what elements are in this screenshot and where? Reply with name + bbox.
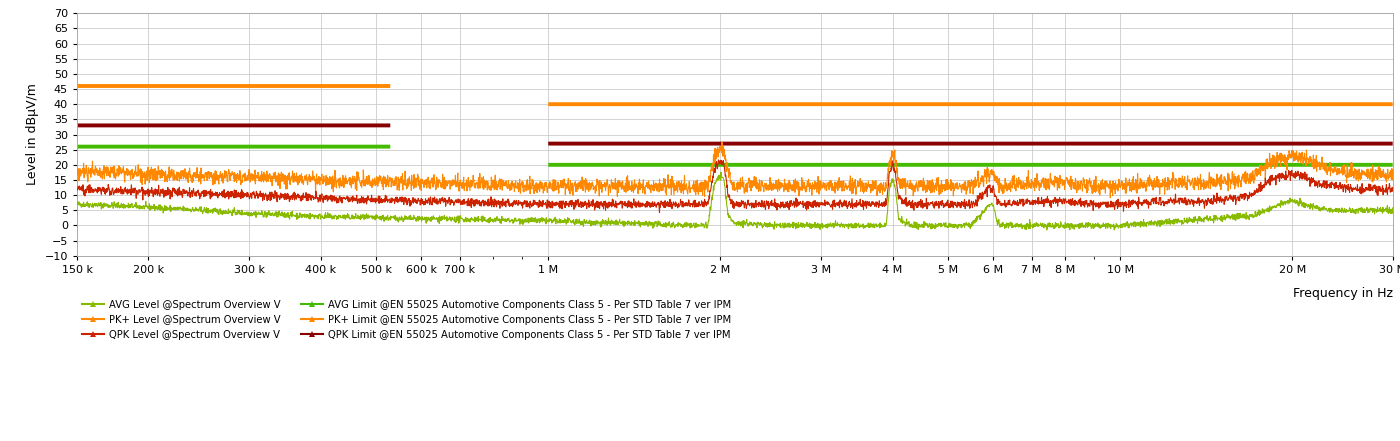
Legend: AVG Level @Spectrum Overview V, PK+ Level @Spectrum Overview V, QPK Level @Spect: AVG Level @Spectrum Overview V, PK+ Leve… <box>83 299 731 340</box>
Y-axis label: Level in dBµV/m: Level in dBµV/m <box>27 83 39 186</box>
Text: Frequency in Hz: Frequency in Hz <box>1294 288 1393 300</box>
